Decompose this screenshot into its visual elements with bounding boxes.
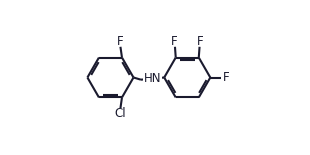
- Text: F: F: [223, 71, 229, 84]
- Text: F: F: [117, 35, 124, 48]
- Text: Cl: Cl: [115, 107, 126, 120]
- Text: HN: HN: [144, 72, 161, 85]
- Text: F: F: [171, 35, 178, 48]
- Text: F: F: [197, 35, 204, 48]
